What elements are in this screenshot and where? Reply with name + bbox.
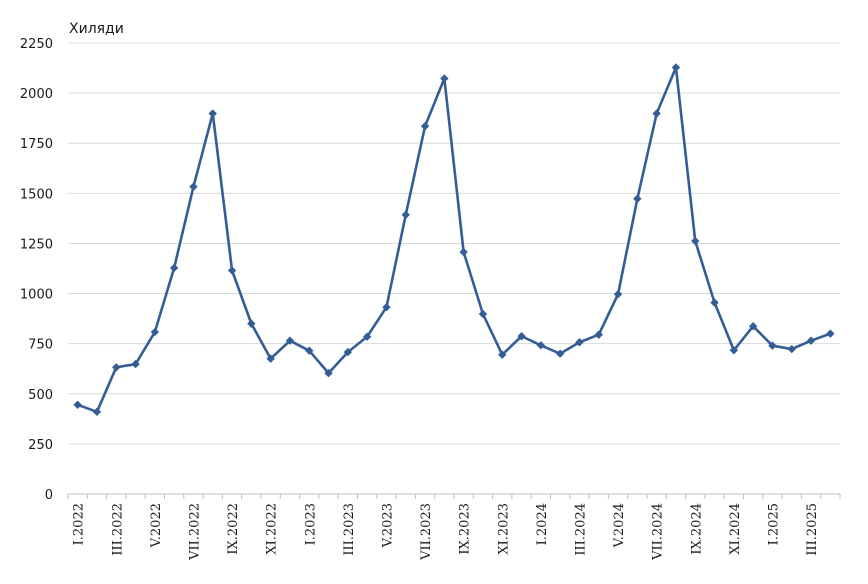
data-point-marker — [613, 289, 623, 299]
series-polyline — [77, 66, 831, 414]
x-axis-tick-labels: I.2022 III.2022 V.2022 VII.2022 IX.2022 XI.20… — [72, 503, 820, 561]
data-point-marker — [536, 341, 546, 350]
x-tick-label: V.2024 — [612, 503, 627, 548]
data-point-marker — [826, 329, 835, 338]
data-point-marker — [324, 368, 333, 378]
data-point-marker — [517, 332, 526, 341]
data-point-marker — [633, 194, 642, 203]
series-markers — [73, 63, 835, 417]
x-tick-label: III.2023 — [342, 503, 357, 556]
data-point-marker — [555, 349, 565, 358]
x-tick-label: IX.2023 — [458, 503, 473, 555]
x-tick-label: VII.2022 — [187, 503, 202, 561]
y-axis-ticks: 0 250 500 750 1000 1250 1500 1750 2000 2250 — [20, 37, 53, 503]
data-point-marker — [112, 363, 121, 372]
y-unit-label: Хиляди — [69, 21, 124, 37]
series-line — [77, 66, 831, 414]
data-point-marker — [787, 344, 796, 354]
x-axis — [67, 493, 841, 499]
x-tick-label: III.2022 — [110, 503, 125, 556]
data-point-marker — [285, 336, 295, 345]
data-point-marker — [208, 109, 217, 118]
data-point-marker — [169, 263, 179, 273]
data-point-marker — [362, 332, 372, 341]
data-point-marker — [401, 210, 410, 219]
y-tick-label: 1000 — [20, 288, 53, 303]
x-tick-label: V.2022 — [149, 503, 164, 548]
x-tick-label: III.2024 — [573, 503, 588, 556]
data-point-marker — [691, 236, 700, 246]
data-point-marker — [459, 247, 468, 257]
data-point-marker — [748, 322, 758, 331]
data-point-marker — [92, 407, 102, 417]
y-tick-label: 1250 — [20, 237, 53, 252]
data-point-marker — [73, 400, 82, 409]
x-tick-label: III.2025 — [805, 503, 820, 556]
y-tick-label: 500 — [28, 388, 53, 403]
data-point-marker — [575, 338, 584, 347]
data-point-marker — [382, 302, 391, 312]
data-point-marker — [150, 327, 160, 337]
data-point-marker — [247, 319, 256, 328]
y-tick-label: 2000 — [20, 87, 53, 102]
y-tick-label: 2250 — [20, 37, 53, 52]
data-point-marker — [768, 341, 777, 350]
x-tick-label: I.2022 — [72, 503, 87, 545]
x-tick-label: XI.2024 — [728, 503, 743, 555]
data-point-marker — [594, 330, 603, 339]
data-point-marker — [806, 336, 816, 345]
x-tick-label: XI.2023 — [496, 503, 511, 555]
data-point-marker — [420, 121, 430, 131]
data-point-marker — [671, 63, 681, 72]
x-tick-label: XI.2022 — [265, 503, 280, 555]
x-tick-label: I.2025 — [766, 503, 781, 545]
x-tick-label: I.2023 — [303, 503, 318, 545]
x-tick-label: I.2024 — [535, 503, 550, 545]
data-point-marker — [478, 309, 488, 319]
y-tick-label: 250 — [28, 438, 53, 453]
y-tick-label: 750 — [28, 338, 53, 353]
x-tick-label: IX.2022 — [226, 503, 241, 555]
data-point-marker — [729, 346, 739, 355]
x-tick-label: V.2023 — [380, 503, 395, 548]
data-point-marker — [131, 359, 140, 369]
data-point-marker — [440, 74, 449, 83]
data-point-marker — [498, 350, 507, 359]
x-tick-label: IX.2024 — [689, 503, 704, 555]
gridlines — [68, 42, 840, 445]
y-tick-label: 1750 — [20, 137, 53, 152]
x-tick-label: VII.2023 — [419, 503, 434, 561]
data-point-marker — [343, 347, 353, 357]
data-point-marker — [227, 266, 237, 275]
data-point-marker — [710, 298, 719, 307]
x-tick-label: VII.2024 — [651, 503, 666, 561]
data-point-marker — [266, 354, 275, 363]
y-tick-label: 1500 — [20, 187, 53, 202]
data-point-marker — [305, 346, 314, 355]
data-point-marker — [189, 182, 198, 191]
y-tick-label: 0 — [45, 488, 53, 503]
data-point-marker — [652, 109, 661, 118]
